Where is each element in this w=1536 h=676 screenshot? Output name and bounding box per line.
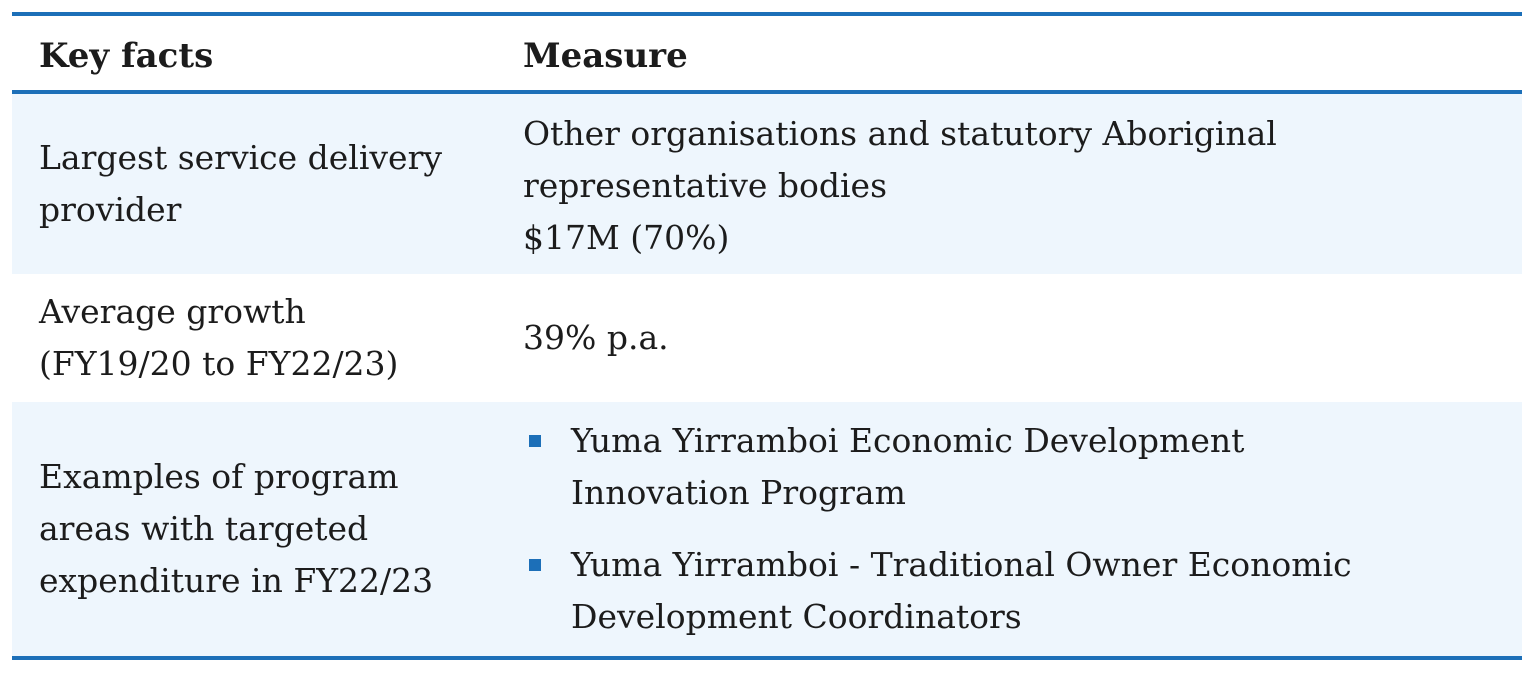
- row-measure-line: Other organisations and statutory Aborig…: [523, 114, 1277, 153]
- list-item-line: Development Coordinators: [571, 597, 1022, 636]
- list-item: Yuma Yirramboi - Traditional Owner Econo…: [523, 539, 1502, 643]
- table-row: Examples of program areas with targeted …: [12, 402, 1522, 656]
- list-item-line: Innovation Program: [571, 473, 906, 512]
- list-item-line: Yuma Yirramboi - Traditional Owner Econo…: [571, 545, 1352, 584]
- list-item-text: Yuma Yirramboi Economic Development Inno…: [571, 415, 1244, 519]
- row-measure-line: 39% p.a.: [523, 318, 669, 357]
- list-item-line: Yuma Yirramboi Economic Development: [571, 421, 1245, 460]
- program-bullet-list: Yuma Yirramboi Economic Development Inno…: [523, 415, 1502, 643]
- row-label-line: areas with targeted: [39, 509, 369, 548]
- row-label-line: (FY19/20 to FY22/23): [39, 344, 399, 383]
- row-label: Largest service delivery provider: [12, 132, 523, 236]
- row-measure: Yuma Yirramboi Economic Development Inno…: [523, 415, 1522, 643]
- row-label-line: expenditure in FY22/23: [39, 561, 434, 600]
- row-label-line: Largest service delivery: [39, 138, 442, 177]
- table-bottom-rule: [12, 656, 1522, 660]
- row-label: Average growth (FY19/20 to FY22/23): [12, 286, 523, 390]
- header-measure: Measure: [523, 36, 688, 76]
- row-label-line: provider: [39, 190, 182, 229]
- list-item-text: Yuma Yirramboi - Traditional Owner Econo…: [571, 539, 1352, 643]
- row-measure-line: $17M (70%): [523, 218, 730, 257]
- square-bullet-icon: [529, 435, 541, 447]
- table-header-row: Key facts Measure: [12, 16, 1522, 90]
- table-header-rule: [12, 90, 1522, 94]
- row-measure: 39% p.a.: [523, 312, 1522, 364]
- row-measure-line: representative bodies: [523, 166, 887, 205]
- header-key-facts: Key facts: [39, 36, 214, 76]
- row-label: Examples of program areas with targeted …: [12, 451, 523, 607]
- row-measure: Other organisations and statutory Aborig…: [523, 104, 1522, 264]
- row-label-line: Examples of program: [39, 457, 399, 496]
- list-item: Yuma Yirramboi Economic Development Inno…: [523, 415, 1502, 519]
- square-bullet-icon: [529, 559, 541, 571]
- table-top-rule: [12, 12, 1522, 16]
- table-row: Largest service delivery provider Other …: [12, 94, 1522, 274]
- key-facts-table: Key facts Measure Largest service delive…: [12, 12, 1522, 660]
- row-label-line: Average growth: [39, 292, 306, 331]
- table-row: Average growth (FY19/20 to FY22/23) 39% …: [12, 274, 1522, 402]
